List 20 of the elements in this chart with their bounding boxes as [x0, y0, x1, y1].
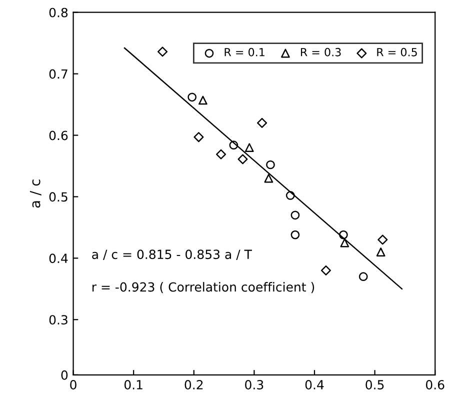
legend-label: R = 0.3	[300, 48, 341, 56]
x-tick-label: 0.4	[305, 380, 324, 390]
annotation: r = -0.923 ( Correlation coefficient )	[92, 282, 314, 294]
y-tick-label: 0.4	[49, 254, 68, 264]
x-tick-label: 0.5	[366, 380, 384, 390]
y-tick-label: 0	[61, 370, 68, 380]
legend-label: R = 0.1	[224, 48, 264, 56]
y-tick-label: 0.7	[49, 69, 68, 79]
x-tick-label: 0.1	[124, 380, 142, 390]
legend-label: R = 0.5	[377, 48, 417, 56]
y-tick-label: 0.6	[49, 130, 68, 140]
annotation: a / c = 0.815 - 0.853 a / T	[92, 250, 252, 260]
x-tick-label: 0.6	[426, 380, 444, 390]
x-tick-label: 0.2	[184, 380, 203, 390]
y-tick-label: 0.5	[49, 192, 68, 202]
x-tick-label: 0.3	[245, 380, 264, 390]
y-tick-label: 0.8	[49, 8, 68, 18]
x-tick-label: 0	[70, 380, 76, 390]
y-tick-label: 0.3	[49, 315, 68, 325]
y-axis-title: a / c	[30, 180, 42, 208]
